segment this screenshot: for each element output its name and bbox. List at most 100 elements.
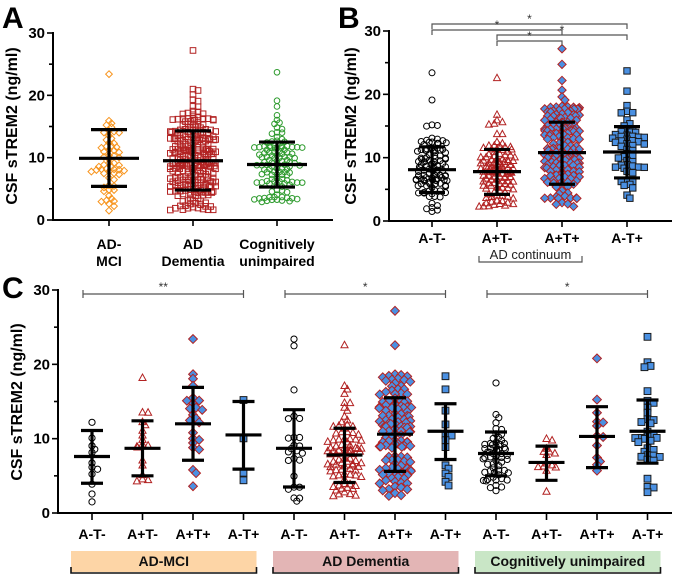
data-point bbox=[331, 428, 341, 437]
data-point bbox=[405, 440, 416, 452]
data-point bbox=[258, 170, 266, 178]
panel-b-letter: B bbox=[338, 2, 360, 35]
data-point bbox=[413, 147, 421, 155]
data-point bbox=[290, 386, 298, 394]
data-point bbox=[597, 417, 609, 428]
data-point bbox=[342, 384, 352, 393]
group-box bbox=[273, 551, 459, 572]
data-point bbox=[273, 111, 281, 119]
data-point bbox=[643, 387, 652, 396]
significance-label: * bbox=[527, 12, 532, 26]
data-point bbox=[197, 197, 204, 205]
data-point bbox=[643, 332, 652, 341]
data-point bbox=[479, 155, 488, 164]
data-point bbox=[138, 474, 147, 483]
x-tick-label: Dementia bbox=[161, 253, 224, 269]
data-point bbox=[503, 455, 511, 464]
x-tick-label: A+T+ bbox=[579, 526, 614, 542]
data-point bbox=[481, 468, 489, 476]
data-point bbox=[492, 115, 502, 124]
series-ad-mci-a-t- bbox=[124, 372, 161, 485]
data-point bbox=[380, 375, 391, 386]
data-point bbox=[286, 197, 293, 205]
data-point bbox=[356, 471, 366, 481]
data-point bbox=[168, 128, 175, 136]
data-point bbox=[328, 471, 338, 480]
x-tick-label: A+T- bbox=[482, 230, 513, 246]
data-point bbox=[481, 440, 489, 448]
data-point bbox=[239, 476, 248, 485]
data-point bbox=[500, 466, 508, 474]
data-point bbox=[611, 138, 620, 147]
data-point bbox=[560, 95, 570, 105]
data-point bbox=[479, 476, 488, 485]
significance-label: * bbox=[363, 280, 368, 294]
significance-label: * bbox=[560, 23, 565, 37]
data-point bbox=[326, 466, 335, 475]
data-point bbox=[194, 87, 202, 94]
data-point bbox=[340, 397, 349, 407]
data-point bbox=[194, 143, 202, 151]
panel-c: 0 10 20 30 CSF sTREM2 (ng/ml) A-T- A+T- A+T+ A-T… bbox=[9, 280, 672, 574]
data-point bbox=[500, 150, 510, 159]
data-point bbox=[345, 398, 355, 407]
data-point bbox=[88, 490, 96, 498]
data-point bbox=[284, 456, 293, 465]
data-point bbox=[191, 116, 198, 124]
data-point bbox=[179, 110, 187, 118]
data-point bbox=[557, 43, 567, 54]
data-point bbox=[568, 201, 579, 212]
ad-continuum-bracket bbox=[478, 256, 583, 263]
x-tick-label: A+T+ bbox=[175, 526, 210, 542]
data-point bbox=[591, 353, 603, 364]
data-point bbox=[210, 116, 217, 124]
group-label: Cognitively unimpaired bbox=[490, 553, 645, 569]
data-point bbox=[291, 154, 298, 162]
data-point bbox=[115, 165, 124, 174]
data-point bbox=[88, 498, 96, 506]
data-point bbox=[328, 456, 338, 465]
data-point bbox=[533, 462, 543, 471]
y-tick-label: 0 bbox=[42, 505, 50, 522]
data-point bbox=[109, 165, 119, 174]
data-point bbox=[337, 417, 347, 426]
data-point bbox=[508, 184, 518, 193]
data-point bbox=[104, 181, 114, 190]
data-point bbox=[288, 143, 296, 151]
data-point bbox=[115, 170, 124, 179]
data-point bbox=[380, 475, 391, 486]
data-point bbox=[396, 441, 407, 453]
x-tick-label: A-T+ bbox=[632, 526, 664, 542]
data-point bbox=[258, 153, 266, 161]
data-point bbox=[132, 476, 142, 485]
x-tick-label: A-T- bbox=[418, 230, 446, 246]
data-point bbox=[323, 459, 333, 468]
data-point bbox=[351, 434, 361, 443]
data-point bbox=[253, 179, 261, 186]
x-tick-label: A+T- bbox=[127, 526, 158, 542]
data-point bbox=[331, 465, 341, 474]
data-point bbox=[194, 204, 202, 212]
data-point bbox=[574, 134, 585, 145]
data-point bbox=[298, 449, 306, 457]
data-point bbox=[634, 438, 643, 447]
data-point bbox=[97, 197, 106, 206]
data-point bbox=[542, 433, 551, 442]
data-point bbox=[414, 182, 422, 190]
series-cognitively-unimpaired-a-t- bbox=[528, 433, 565, 495]
significance-bracket bbox=[496, 40, 563, 46]
data-point bbox=[202, 199, 209, 207]
y-tick-label: 20 bbox=[28, 87, 45, 104]
data-point bbox=[273, 97, 281, 105]
data-point bbox=[492, 195, 502, 204]
data-point bbox=[345, 469, 355, 478]
data-point bbox=[256, 143, 263, 151]
x-tick-label: A-T+ bbox=[228, 526, 260, 542]
group-box bbox=[475, 551, 661, 572]
data-point bbox=[389, 340, 401, 351]
data-point bbox=[351, 490, 361, 499]
data-point bbox=[479, 176, 488, 185]
series-ad-mci-a-t- bbox=[74, 418, 110, 506]
panel-c-letter: C bbox=[2, 272, 24, 305]
data-point bbox=[487, 196, 496, 205]
